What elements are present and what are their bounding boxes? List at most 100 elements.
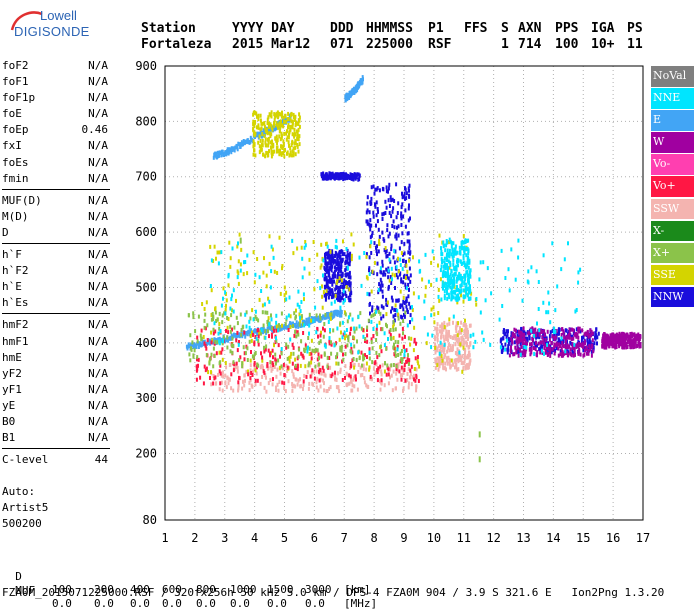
data-point xyxy=(298,312,301,317)
data-point xyxy=(438,364,441,369)
data-point xyxy=(396,308,399,313)
data-point xyxy=(324,292,327,297)
data-point xyxy=(274,114,277,119)
data-point xyxy=(275,374,278,379)
data-point xyxy=(462,256,465,261)
data-point xyxy=(561,350,564,354)
data-point xyxy=(526,279,529,284)
data-point xyxy=(443,273,446,278)
data-point xyxy=(296,302,299,307)
data-point xyxy=(391,306,394,311)
param-label: hmF2 xyxy=(2,318,29,332)
param-row: D N/A xyxy=(2,225,110,241)
data-point xyxy=(447,259,450,264)
data-point xyxy=(382,187,385,192)
data-point xyxy=(200,342,203,347)
data-point xyxy=(230,150,233,155)
data-point xyxy=(389,259,392,264)
data-point xyxy=(536,343,538,348)
data-point xyxy=(452,314,455,319)
data-point xyxy=(410,382,413,387)
data-point xyxy=(361,80,364,85)
param-row: foF1p N/A xyxy=(2,90,110,106)
data-point xyxy=(517,336,520,341)
data-point xyxy=(465,343,468,348)
data-point xyxy=(452,262,455,267)
data-point xyxy=(316,279,319,284)
data-point xyxy=(424,252,427,257)
data-point xyxy=(589,328,592,333)
data-point xyxy=(601,339,604,344)
data-point xyxy=(608,338,611,342)
data-point xyxy=(270,269,273,274)
y-tick-label: 900 xyxy=(135,59,157,73)
data-point xyxy=(404,224,407,229)
data-point xyxy=(253,124,256,128)
data-point xyxy=(594,336,597,341)
data-point xyxy=(454,247,457,251)
data-point xyxy=(316,348,319,353)
logo-arc-icon xyxy=(10,11,43,31)
data-point xyxy=(289,354,292,359)
param-row: foEp 0.46 xyxy=(2,122,110,138)
data-point xyxy=(579,329,582,334)
data-point xyxy=(441,252,444,257)
data-point xyxy=(350,376,352,381)
data-point xyxy=(632,345,635,350)
data-point xyxy=(566,343,569,348)
data-point xyxy=(408,203,410,208)
data-point xyxy=(368,272,371,276)
data-point xyxy=(449,343,452,348)
data-point xyxy=(263,302,266,307)
data-point xyxy=(541,348,543,353)
data-point xyxy=(453,267,456,272)
data-point xyxy=(408,239,411,244)
data-point xyxy=(257,117,260,122)
data-point xyxy=(295,120,297,125)
series-16 xyxy=(439,237,472,302)
data-point xyxy=(327,295,330,300)
data-point xyxy=(264,137,267,142)
hdr-station-label: Station xyxy=(141,21,196,36)
data-point xyxy=(366,195,369,200)
data-point xyxy=(588,344,591,349)
data-point xyxy=(389,367,392,372)
data-point xyxy=(297,378,300,383)
data-point xyxy=(257,125,260,130)
data-point xyxy=(469,323,472,328)
data-point xyxy=(531,338,534,343)
data-point xyxy=(341,285,344,289)
data-point xyxy=(258,297,261,302)
data-point xyxy=(405,286,408,291)
data-point xyxy=(278,151,281,156)
data-point xyxy=(292,372,295,377)
data-point xyxy=(514,345,517,350)
data-point xyxy=(258,134,261,139)
data-point xyxy=(271,143,274,148)
data-point xyxy=(255,328,258,333)
data-point xyxy=(455,334,457,339)
data-point xyxy=(286,365,289,370)
data-point xyxy=(322,326,324,331)
data-point xyxy=(443,283,446,288)
data-point xyxy=(307,336,310,340)
data-point xyxy=(557,337,560,342)
data-point xyxy=(461,369,464,374)
data-point xyxy=(260,126,263,131)
data-point xyxy=(625,335,628,340)
data-point xyxy=(404,187,407,192)
data-point xyxy=(391,272,394,277)
data-point xyxy=(613,336,616,341)
data-point xyxy=(451,348,454,353)
data-point xyxy=(270,124,273,129)
data-point xyxy=(215,256,217,261)
data-point xyxy=(418,259,421,264)
data-point xyxy=(332,328,335,333)
data-point xyxy=(195,377,198,382)
param-value: N/A xyxy=(88,398,108,412)
data-point xyxy=(499,338,502,343)
data-point xyxy=(431,333,434,338)
data-point xyxy=(371,376,373,381)
data-point xyxy=(345,266,348,270)
data-point xyxy=(319,313,321,318)
